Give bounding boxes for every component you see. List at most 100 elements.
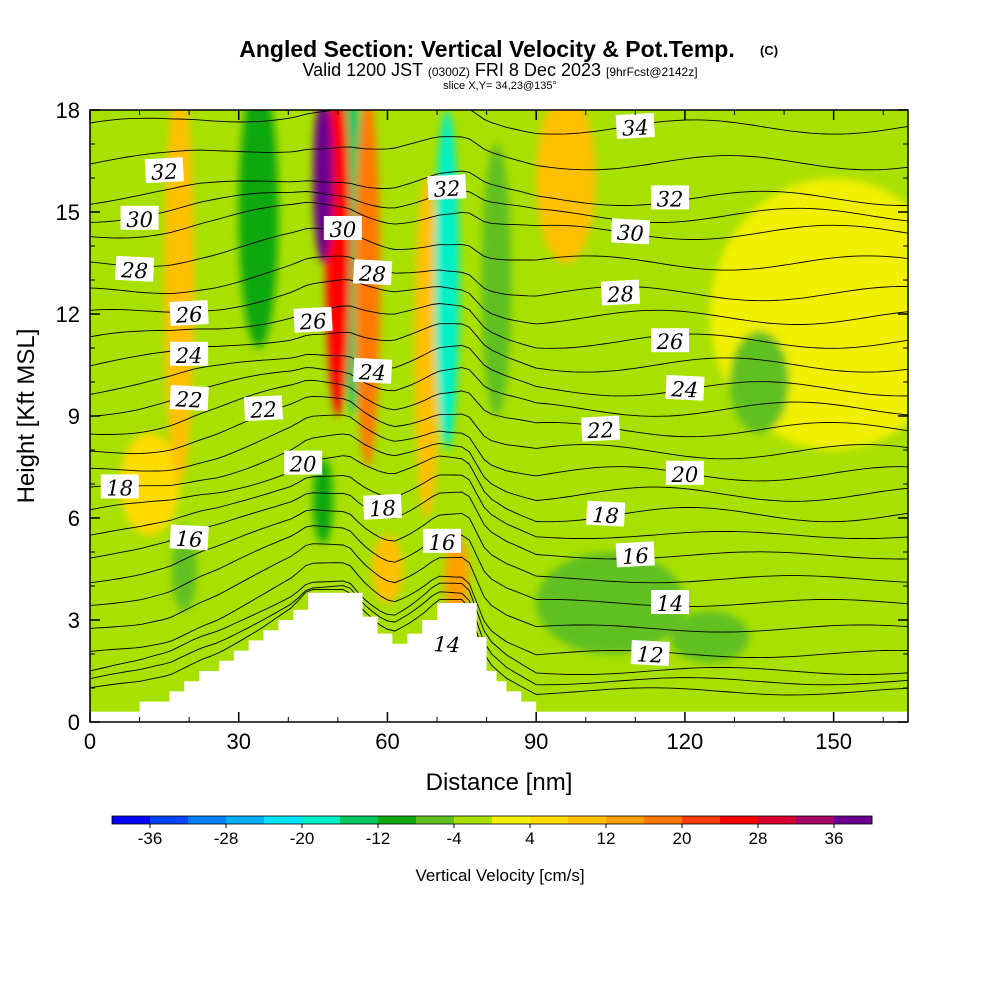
colorbar-swatch [340, 816, 379, 824]
velocity-cell-8 [536, 110, 596, 263]
colorbar-swatch [264, 816, 303, 824]
contour-label-box [422, 528, 461, 553]
theta-contour-6 [90, 509, 908, 584]
y-tick-label: 3 [68, 608, 80, 633]
theta-contour-4 [90, 543, 908, 633]
theta-contour-1 [90, 585, 908, 686]
contour-label-box [243, 395, 284, 422]
contour-label-text: 28 [358, 261, 387, 286]
theta-contour-17 [90, 303, 908, 349]
contour-label-text: 18 [106, 476, 133, 500]
contour-label: 28 [115, 255, 155, 283]
surface-strip [90, 711, 908, 722]
contour-label-box [284, 450, 323, 475]
theta-contour-20 [90, 227, 908, 271]
colorbar-swatch [378, 816, 417, 824]
chart-title: Angled Section: Vertical Velocity & Pot.… [239, 36, 734, 62]
contour-label-box [600, 279, 641, 306]
theta-contour-2 [90, 588, 908, 696]
contour-label-box [651, 185, 690, 210]
x-tick-label: 90 [524, 729, 548, 754]
contour-label-text: 30 [616, 221, 644, 246]
contour-label-text: 26 [298, 309, 327, 334]
x-axis-label: Distance [nm] [426, 769, 573, 796]
contour-label-text: 24 [670, 377, 699, 402]
colorbar-frame [111, 815, 873, 825]
potential-temperature-contours [90, 110, 908, 696]
contour-label-box [100, 474, 139, 499]
contour-label: 16 [615, 541, 655, 569]
contour-label: 18 [362, 493, 403, 521]
contour-label: 14 [427, 629, 467, 657]
contour-label-text: 18 [369, 496, 397, 521]
x-tick-label: 120 [667, 729, 704, 754]
contour-label: 28 [600, 279, 641, 307]
contour-label: 12 [630, 640, 670, 668]
theta-contour-11 [90, 414, 908, 482]
contour-label-box [362, 493, 403, 520]
colorbar-tick-label: 36 [825, 829, 844, 848]
colorbar-tick-label: -12 [366, 829, 391, 848]
contour-label: 30 [120, 205, 159, 232]
colorbar-swatch [796, 816, 835, 824]
contour-label-box [630, 640, 670, 666]
contour-label-text: 16 [175, 527, 203, 552]
theta-contour-21 [90, 201, 908, 240]
theta-contour-7 [90, 491, 908, 560]
contour-label-text: 18 [592, 503, 620, 528]
theta-contour-16 [90, 323, 908, 373]
contour-label: 26 [651, 328, 690, 354]
contour-label-box [665, 374, 705, 401]
contour-label-box [580, 415, 621, 442]
contour-label-text: 20 [671, 463, 699, 487]
x-tick-label: 150 [815, 729, 852, 754]
velocity-cell-12 [238, 110, 279, 348]
theta-contour-3 [90, 562, 908, 659]
theta-contour-10 [90, 433, 908, 502]
contour-label-box [615, 113, 655, 139]
contour-label-box [293, 306, 333, 333]
contour-label: 18 [100, 474, 139, 500]
theta-contour-12 [90, 395, 908, 460]
contour-label-text: 14 [433, 632, 461, 657]
slice-info: slice X,Y= 34,23@135° [443, 80, 557, 92]
colorbar-ticks: -36 -28 -20 -12 -4 4 12 20 28 36 [138, 824, 844, 848]
contour-label-text: 12 [636, 642, 664, 667]
velocity-cell-16 [434, 110, 460, 450]
y-tick-label: 6 [68, 506, 80, 531]
y-tick-label: 0 [68, 710, 80, 735]
velocity-cell-10 [414, 178, 440, 518]
x-tick-label: 60 [375, 729, 399, 754]
colorbar-swatch [834, 816, 873, 824]
colorbar-swatch [682, 816, 721, 824]
theta-contour-25 [90, 110, 908, 135]
colorbar-label: Vertical Velocity [cm/s] [415, 866, 584, 885]
contour-label-text: 16 [429, 531, 456, 555]
terrain-mask [90, 592, 908, 722]
colorbar-swatch [606, 816, 645, 824]
contour-label-box [651, 328, 690, 353]
contour-label: 30 [610, 218, 651, 246]
colorbar-tick-label: 28 [749, 829, 768, 848]
valid-utc: (0300Z) [428, 65, 470, 79]
forecast-info: [9hrFcst@2142z] [606, 65, 698, 79]
chart-title-mark: (C) [760, 43, 778, 58]
contour-label-text: 22 [586, 418, 615, 443]
contour-label: 22 [169, 385, 209, 413]
contour-label-box [610, 218, 651, 245]
y-tick-label: 12 [56, 302, 80, 327]
contour-label-box [144, 157, 184, 184]
contour-label-box [353, 259, 393, 286]
contour-label-box [586, 500, 626, 527]
contour-label-box [169, 300, 209, 326]
y-axis: 0 3 6 9 12 15 18 [56, 98, 908, 735]
colorbar-swatch [758, 816, 797, 824]
velocity-cell-5 [481, 144, 512, 416]
velocity-cell-11 [313, 458, 333, 544]
contour-label-box [323, 216, 362, 240]
contour-label-text: 22 [174, 387, 203, 412]
contour-label: 22 [243, 395, 284, 423]
theta-contour-13 [90, 379, 908, 438]
